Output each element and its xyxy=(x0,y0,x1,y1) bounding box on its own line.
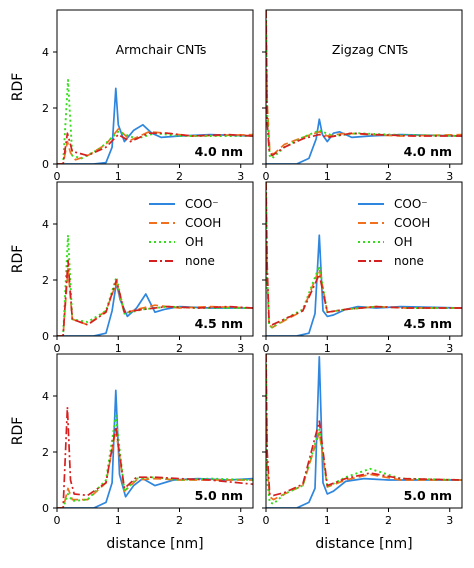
chart-panel-1-0: 0 1 2 3 0 2 4 RDF 4.5 nm COO⁻ COOH OH none xyxy=(10,181,254,355)
series-line-3 xyxy=(57,259,253,336)
x-tick-label: 2 xyxy=(385,170,392,183)
x-tick-label: 3 xyxy=(237,170,244,183)
series-line-0 xyxy=(266,234,462,336)
x-tick-label: 3 xyxy=(446,342,453,355)
x-tick-label: 0 xyxy=(263,342,270,355)
legend-label: COO⁻ xyxy=(185,197,219,211)
y-tick-label: 4 xyxy=(42,218,49,231)
y-axis-label: RDF xyxy=(10,417,26,446)
y-axis-label: RDF xyxy=(10,245,26,274)
panel-size-label: 4.5 nm xyxy=(404,316,452,331)
y-axis-label: RDF xyxy=(10,73,26,102)
panel-title: Zigzag CNTs xyxy=(332,42,408,57)
panel-title: Armchair CNTs xyxy=(116,42,207,57)
chart-panel-2-0: 0 1 2 3 0 2 4 RDF distance [nm] 5.0 nm xyxy=(10,353,254,552)
x-tick-label: 0 xyxy=(263,514,270,527)
y-tick-label: 4 xyxy=(42,46,49,59)
series-line-3 xyxy=(57,406,253,508)
y-tick-label: 2 xyxy=(42,102,49,115)
chart-panel-0-1: 0 1 2 3 Zigzag CNTs 4.0 nm xyxy=(262,9,463,183)
chart-panel-0-0: 0 1 2 3 0 2 4 RDF Armchair CNTs 4.0 nm xyxy=(10,9,254,183)
y-tick-label: 0 xyxy=(42,158,49,171)
panel-size-label: 5.0 nm xyxy=(195,488,243,503)
x-tick-label: 1 xyxy=(115,342,122,355)
x-tick-label: 3 xyxy=(446,514,453,527)
panel-size-label: 4.0 nm xyxy=(404,144,452,159)
x-tick-label: 2 xyxy=(176,342,183,355)
series-line-0 xyxy=(266,355,462,508)
x-tick-label: 2 xyxy=(385,514,392,527)
x-tick-label: 3 xyxy=(237,342,244,355)
series-line-2 xyxy=(57,79,253,164)
y-tick-label: 2 xyxy=(42,274,49,287)
legend-label: none xyxy=(185,254,215,268)
series-line-3 xyxy=(266,10,462,157)
x-tick-label: 1 xyxy=(115,514,122,527)
panel-size-label: 5.0 nm xyxy=(404,488,452,503)
legend-label: COOH xyxy=(185,216,221,230)
series-line-2 xyxy=(266,354,462,505)
x-axis-label: distance [nm] xyxy=(315,536,412,552)
axes-frame xyxy=(265,9,463,165)
x-tick-label: 2 xyxy=(385,342,392,355)
x-tick-label: 0 xyxy=(54,342,61,355)
series-line-2 xyxy=(57,414,253,508)
y-tick-label: 2 xyxy=(42,446,49,459)
x-tick-label: 2 xyxy=(176,514,183,527)
axes-frame xyxy=(265,181,463,337)
series-line-3 xyxy=(266,354,462,497)
legend-label: none xyxy=(394,254,424,268)
panel-size-label: 4.0 nm xyxy=(195,144,243,159)
x-tick-label: 1 xyxy=(324,342,331,355)
legend: COO⁻ COOH OH none xyxy=(358,197,430,268)
legend-label: OH xyxy=(394,235,412,249)
x-tick-label: 1 xyxy=(324,514,331,527)
legend-label: COO⁻ xyxy=(394,197,428,211)
x-tick-label: 0 xyxy=(263,170,270,183)
x-tick-label: 1 xyxy=(115,170,122,183)
x-tick-label: 0 xyxy=(54,514,61,527)
y-tick-label: 4 xyxy=(42,390,49,403)
y-tick-label: 0 xyxy=(42,330,49,343)
legend-label: OH xyxy=(185,235,203,249)
legend: COO⁻ COOH OH none xyxy=(149,197,221,268)
chart-panel-2-1: 0 1 2 3 distance [nm] 5.0 nm xyxy=(262,353,463,552)
axes-frame xyxy=(56,353,254,509)
axes-frame xyxy=(265,353,463,509)
y-tick-label: 0 xyxy=(42,502,49,515)
chart-panel-1-1: 0 1 2 3 4.5 nm COO⁻ COOH OH none xyxy=(262,181,463,355)
series-line-3 xyxy=(57,132,253,164)
series-line-3 xyxy=(266,182,462,326)
x-tick-label: 3 xyxy=(237,514,244,527)
x-tick-label: 2 xyxy=(176,170,183,183)
x-tick-label: 1 xyxy=(324,170,331,183)
x-axis-label: distance [nm] xyxy=(106,536,203,552)
series-line-0 xyxy=(266,118,462,164)
x-tick-label: 0 xyxy=(54,170,61,183)
panel-size-label: 4.5 nm xyxy=(195,316,243,331)
axes-frame xyxy=(56,9,254,165)
legend-label: COOH xyxy=(394,216,430,230)
x-tick-label: 3 xyxy=(446,170,453,183)
axes-frame xyxy=(56,181,254,337)
